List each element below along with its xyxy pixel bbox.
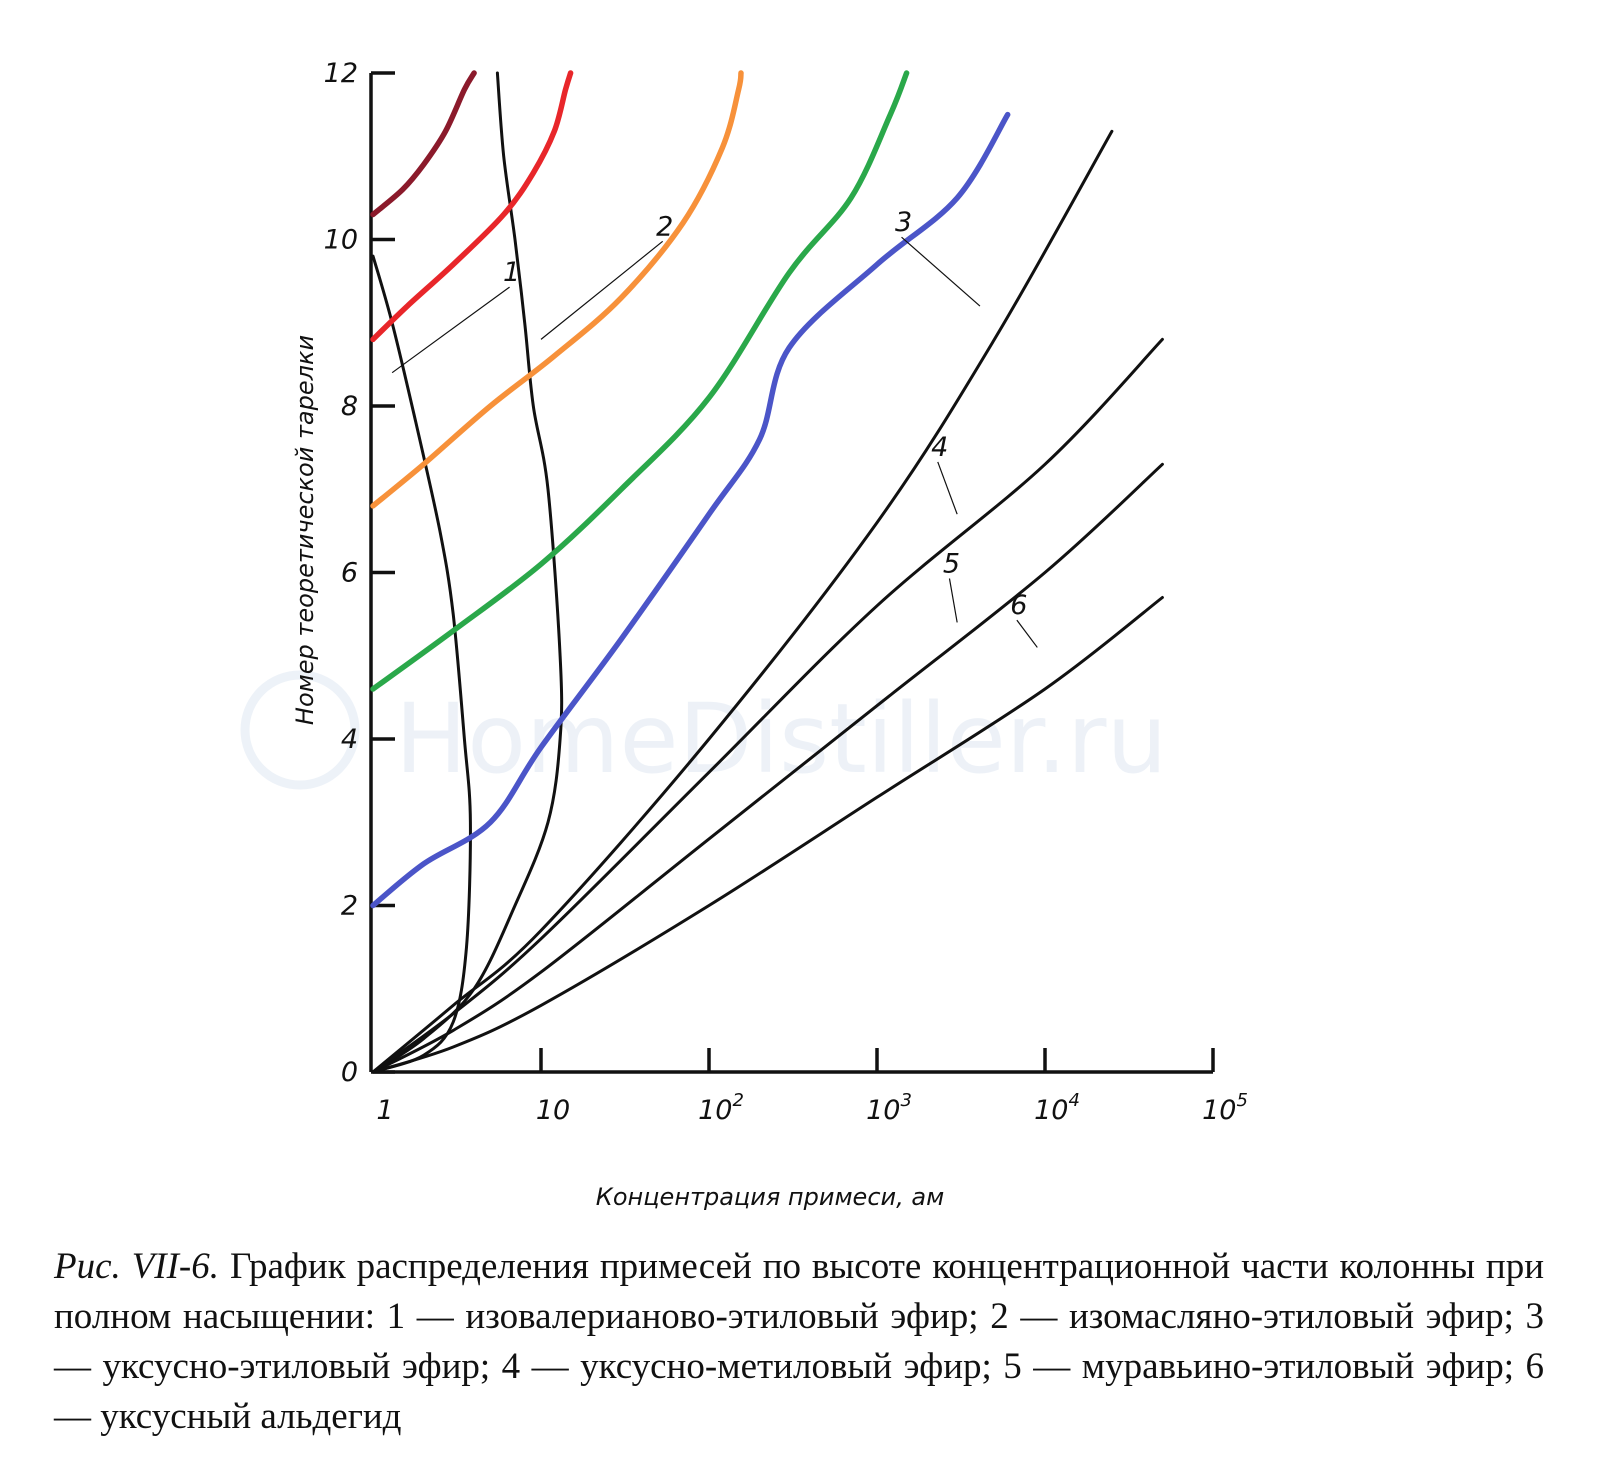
x-tick-label: 102 bbox=[698, 1090, 744, 1126]
curve-label-6: 6 bbox=[1010, 590, 1027, 621]
curve-6 bbox=[371, 596, 1164, 1074]
x-tick-label: 105 bbox=[1202, 1090, 1248, 1126]
watermark-logo-icon bbox=[240, 670, 360, 790]
curve-1 bbox=[371, 254, 472, 1074]
figure-caption: Рис. VII-6. График распределения примесе… bbox=[54, 1242, 1544, 1442]
curve-label-2: 2 bbox=[656, 211, 673, 242]
curve-label-5: 5 bbox=[943, 549, 960, 580]
x-tick-label: 10 bbox=[536, 1095, 570, 1126]
colored-curve-8 bbox=[370, 70, 744, 509]
curve-4 bbox=[371, 337, 1164, 1074]
annotation-leader bbox=[1016, 619, 1038, 648]
figure-label: Рис. VII-6. bbox=[54, 1246, 220, 1287]
annotation-leader bbox=[391, 286, 510, 374]
y-tick-label: 6 bbox=[341, 558, 358, 589]
annotation-leader bbox=[948, 578, 958, 623]
curve-5 bbox=[371, 462, 1164, 1074]
y-tick-label: 10 bbox=[324, 225, 358, 256]
curve-label-3: 3 bbox=[895, 207, 912, 238]
y-tick-label: 8 bbox=[341, 391, 358, 422]
x-tick-label: 104 bbox=[1034, 1090, 1080, 1126]
annotation-leader bbox=[540, 240, 664, 340]
colored-curve-10 bbox=[370, 111, 1011, 909]
annotation-leader bbox=[901, 236, 981, 307]
annotation-leader bbox=[937, 461, 958, 515]
colored-curve-6 bbox=[370, 70, 477, 218]
y-tick-label: 12 bbox=[324, 58, 358, 89]
curve-annotations: 1 2 3 4 5 6 bbox=[391, 207, 1038, 648]
caption-text: График распределения примесей по высоте … bbox=[54, 1246, 1544, 1437]
curves bbox=[370, 70, 1164, 1074]
colored-curve-9 bbox=[370, 70, 910, 692]
y-tick-label: 2 bbox=[341, 891, 358, 922]
curve-3 bbox=[371, 129, 1114, 1074]
x-axis-title: Концентрация примеси, aм bbox=[596, 1183, 944, 1211]
x-tick-label: 1 bbox=[376, 1095, 393, 1126]
colored-curve-7 bbox=[370, 70, 574, 343]
x-tick-label: 103 bbox=[866, 1090, 912, 1126]
y-tick-label: 0 bbox=[341, 1057, 358, 1088]
curve-label-4: 4 bbox=[931, 432, 948, 463]
curve-label-1: 1 bbox=[503, 257, 520, 288]
y-tick-label: 4 bbox=[341, 724, 358, 755]
y-axis-title: Номер теоретической тарелки bbox=[291, 335, 319, 725]
curve-2 bbox=[371, 71, 564, 1074]
